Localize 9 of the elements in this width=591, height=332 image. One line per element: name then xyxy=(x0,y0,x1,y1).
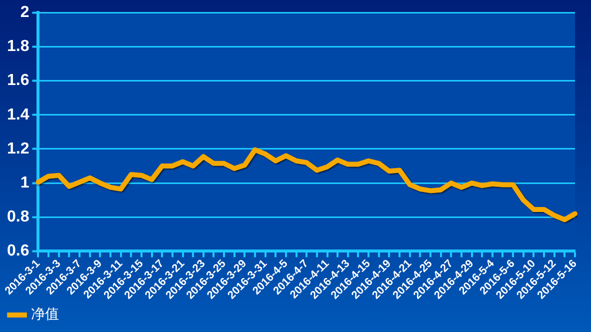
y-tick-label: 1.8 xyxy=(6,38,30,56)
y-tick-label: 1.6 xyxy=(6,72,30,90)
y-tick-label: 1.4 xyxy=(6,106,30,124)
legend-label: 净值 xyxy=(31,306,59,323)
y-tick-label: 1 xyxy=(20,174,30,192)
y-tick-label: 0.6 xyxy=(6,242,30,260)
y-tick-label: 0.8 xyxy=(6,208,30,226)
y-tick-label: 1.2 xyxy=(6,140,30,158)
y-tick-label: 2 xyxy=(20,4,30,22)
